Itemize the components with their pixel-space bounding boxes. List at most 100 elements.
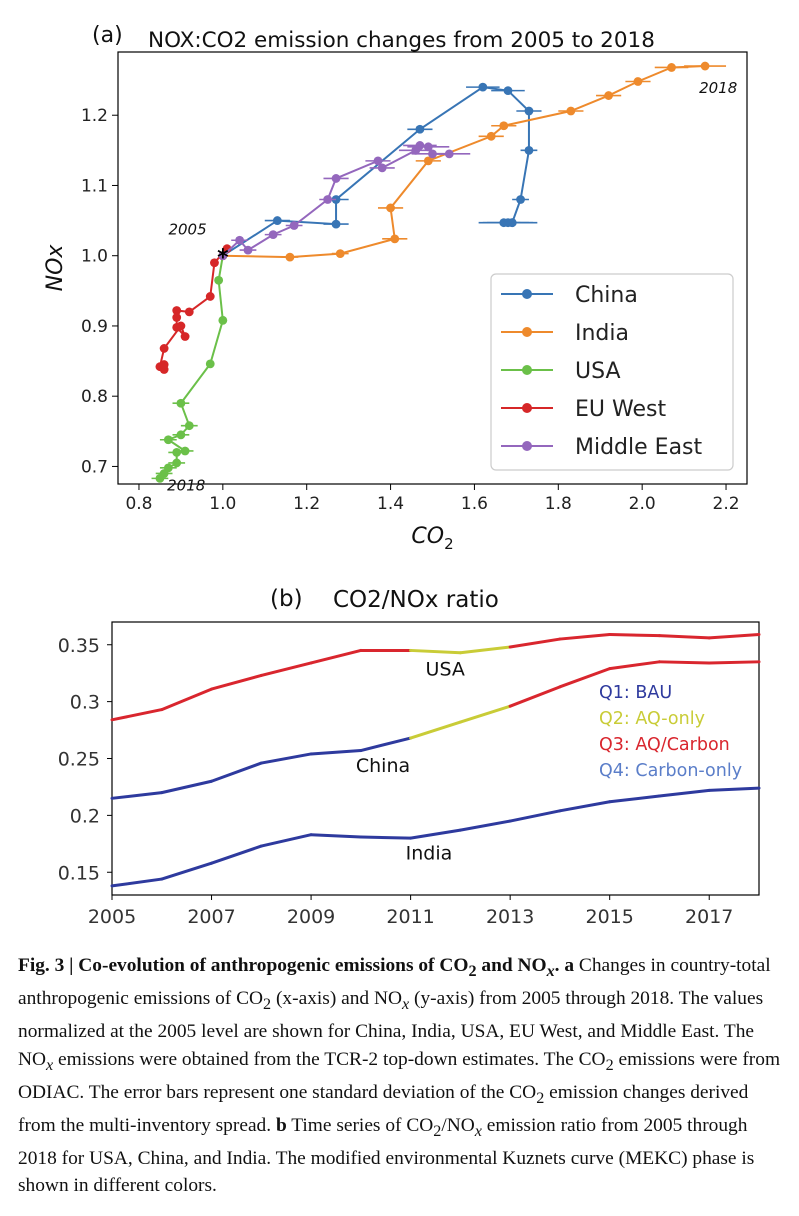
a-data-point [503, 86, 513, 96]
a-data-point [218, 251, 228, 261]
a-y-tick-label: 1.0 [81, 247, 108, 267]
b-series-segment-usa [458, 645, 512, 655]
a-y-tick-label: 1.2 [81, 106, 108, 126]
b-series-segment-usa [409, 648, 462, 655]
b-series-segment-india [458, 819, 512, 832]
a-data-point [235, 235, 245, 245]
b-series-segment-india [657, 788, 711, 798]
a-data-point [172, 458, 182, 468]
a-data-point [516, 195, 525, 204]
a-data-point [184, 307, 194, 317]
a-data-point [390, 234, 400, 244]
b-series-segment-usa [259, 661, 313, 677]
a-data-point [205, 292, 215, 301]
a-data-point [377, 163, 387, 173]
a-data-point [323, 195, 333, 204]
a-data-point [172, 306, 182, 315]
b-series-segment-china [458, 704, 512, 724]
a-y-tick-label: 0.9 [81, 317, 108, 337]
b-series-segment-china [259, 752, 313, 765]
b-series-segment-india [259, 833, 313, 848]
a-x-tick-label: 1.6 [461, 494, 488, 514]
a-data-point [285, 252, 295, 262]
a-x-tick-label: 2.0 [629, 494, 656, 514]
a-y-tick-label: 1.1 [81, 176, 108, 196]
b-series-segment-india [309, 833, 363, 839]
a-data-point [268, 230, 278, 240]
a-data-point [373, 156, 383, 166]
a-data-point [667, 63, 676, 72]
a-x-tick-label: 1.0 [209, 494, 236, 514]
b-series-segment-india [210, 844, 263, 865]
b-phase-legend-item: Q2: AQ-only [599, 709, 705, 729]
a-data-point [176, 398, 186, 408]
a-annotation-2018-usa: 2018 [167, 476, 205, 494]
b-series-label-india: India [406, 843, 453, 865]
a-legend-box [490, 273, 734, 471]
b-series-segment-usa [608, 633, 661, 638]
b-y-tick-label: 0.15 [58, 862, 100, 884]
b-y-tick-label: 0.2 [70, 805, 100, 827]
a-data-point [163, 435, 173, 445]
b-phase-legend-item: Q4: Carbon-only [599, 761, 742, 781]
b-chart-title: CO2/NOx ratio [333, 587, 499, 613]
a-data-point [176, 321, 186, 331]
b-series-segment-china [608, 660, 661, 671]
b-series-segment-usa [558, 633, 612, 641]
b-series-segment-china [707, 660, 761, 665]
a-data-point [289, 221, 299, 230]
a-legend-label: India [575, 321, 629, 346]
a-legend-marker [522, 403, 532, 413]
b-x-tick-label: 2011 [386, 906, 434, 928]
b-phase-legend-item: Q3: AQ/Carbon [599, 735, 730, 755]
a-data-point [243, 245, 253, 255]
a-y-tick-label: 0.8 [81, 387, 108, 407]
a-data-point [444, 149, 454, 159]
a-legend-marker [522, 365, 532, 375]
a-x-tick-label: 1.2 [293, 494, 320, 514]
a-annotation-2018-india: 2018 [699, 79, 737, 97]
a-data-point [272, 216, 282, 225]
b-series-segment-india [707, 786, 761, 792]
b-series-segment-india [409, 828, 462, 840]
caption-b-text: Time series of CO2/NOx emission ratio fr… [18, 1114, 755, 1197]
a-data-point [604, 91, 614, 100]
b-series-segment-india [160, 861, 214, 881]
a-data-point [423, 142, 433, 152]
caption-b-label: b [271, 1114, 287, 1136]
b-y-tick-label: 0.35 [58, 635, 100, 657]
b-y-tick-label: 0.25 [58, 749, 100, 771]
a-data-point [415, 124, 425, 134]
a-data-point [331, 174, 341, 183]
b-series-segment-china [657, 660, 711, 665]
a-data-point [218, 315, 228, 325]
b-series-segment-usa [309, 648, 363, 665]
a-series-line-china [222, 86, 530, 257]
a-start-marker: * [217, 246, 229, 271]
b-series-segment-india [359, 835, 413, 840]
b-series-segment-china [409, 720, 462, 740]
a-series-line-usa [159, 255, 224, 480]
a-data-point [524, 106, 534, 116]
a-x-tick-label: 0.8 [125, 494, 152, 514]
a-y-tick-label: 0.7 [81, 457, 108, 477]
a-legend-label: Middle East [575, 435, 703, 460]
a-data-point [172, 313, 182, 322]
a-data-point [214, 275, 224, 285]
caption-fig-label: Fig. 3 | Co-evolution of anthropogenic e… [18, 955, 560, 980]
b-series-segment-usa [657, 634, 711, 640]
b-phase-legend-item: Q1: BAU [599, 683, 672, 703]
b-series-segment-usa [210, 673, 263, 691]
chart-b: (b) CO2/NOx ratio 2005 2007 2009 2011 2013 2015… [58, 586, 761, 928]
a-data-point [633, 77, 643, 86]
a-data-point [486, 131, 496, 141]
a-data-point [335, 249, 345, 258]
a-data-point [159, 344, 169, 353]
a-legend-label: USA [575, 359, 621, 384]
a-legend-marker [522, 441, 532, 451]
b-series-label-china: China [356, 755, 410, 777]
b-series-segment-usa [508, 637, 562, 649]
chart-a: 0.8 1.0 1.2 1.4 1.6 1.8 2.0 2.2 0.7 0.8 0.9 1.0 1.1 1… [43, 23, 748, 553]
a-data-point [331, 219, 341, 229]
a-x-tick-label: 1.4 [377, 494, 404, 514]
